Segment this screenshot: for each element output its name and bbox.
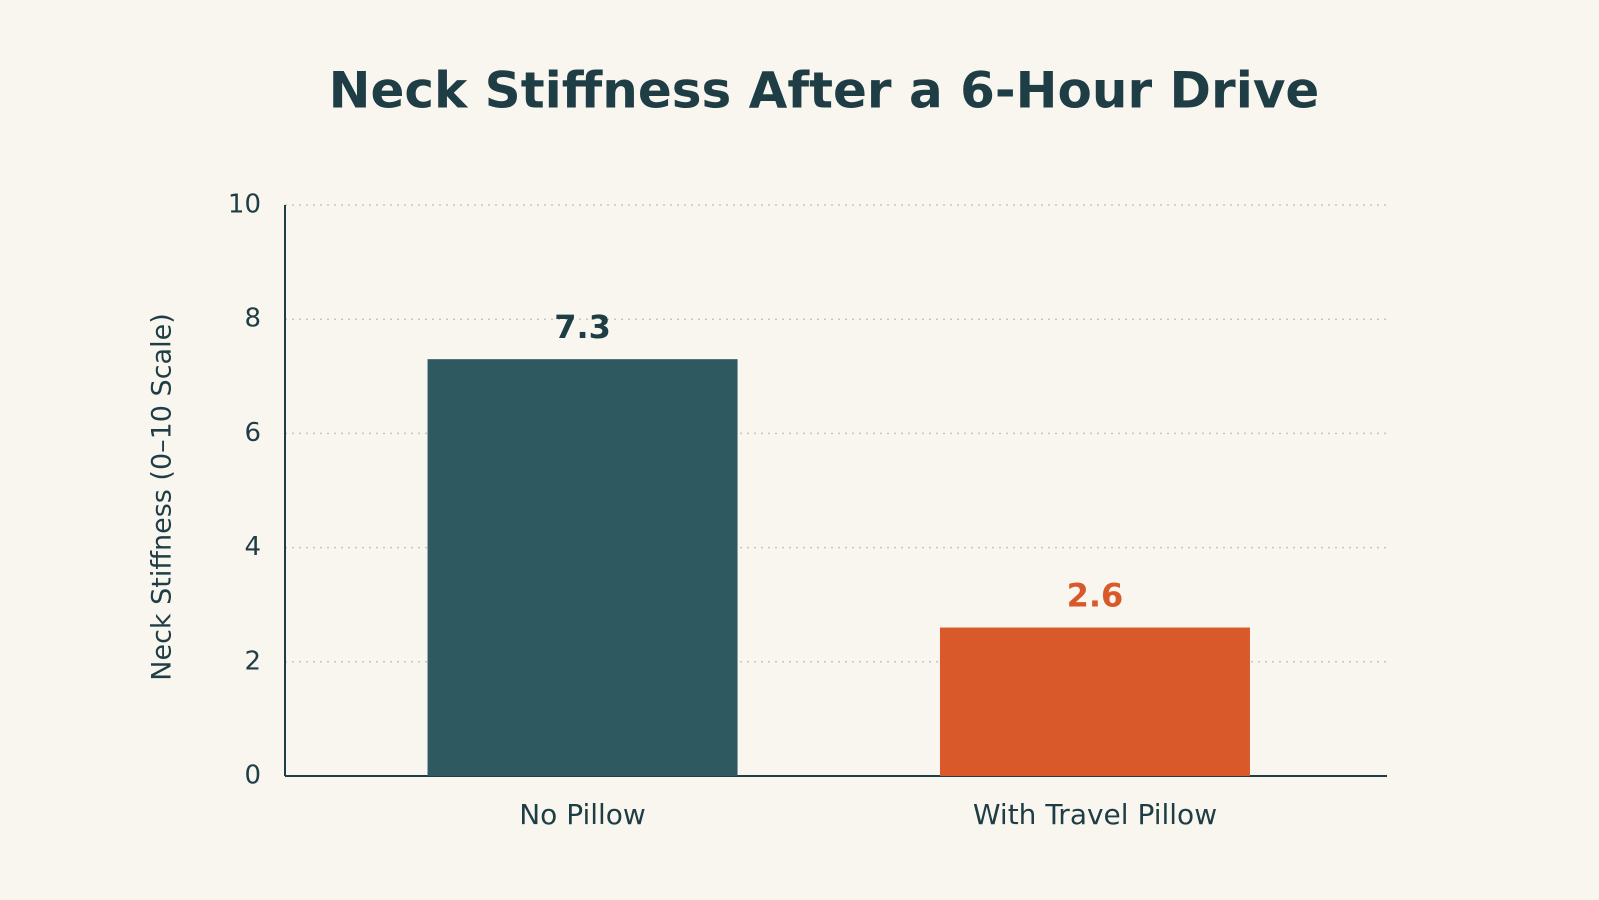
y-tick-label: 0 (244, 761, 261, 791)
x-tick-label: No Pillow (519, 798, 646, 831)
y-tick-label: 8 (244, 304, 261, 334)
bar (939, 627, 1250, 776)
y-axis-label: Neck Stiffness (0–10 Scale) (147, 313, 178, 680)
y-tick-label: 2 (244, 646, 261, 676)
y-tick-label: 6 (244, 418, 261, 448)
value-label: 7.3 (554, 308, 611, 346)
x-tick-label: With Travel Pillow (973, 798, 1217, 831)
y-tick-label: 10 (228, 190, 261, 220)
y-tick-label: 4 (244, 532, 261, 562)
value-label: 2.6 (1067, 577, 1124, 615)
bar (427, 359, 738, 776)
chart-title: Neck Stiffness After a 6-Hour Drive (329, 62, 1320, 120)
